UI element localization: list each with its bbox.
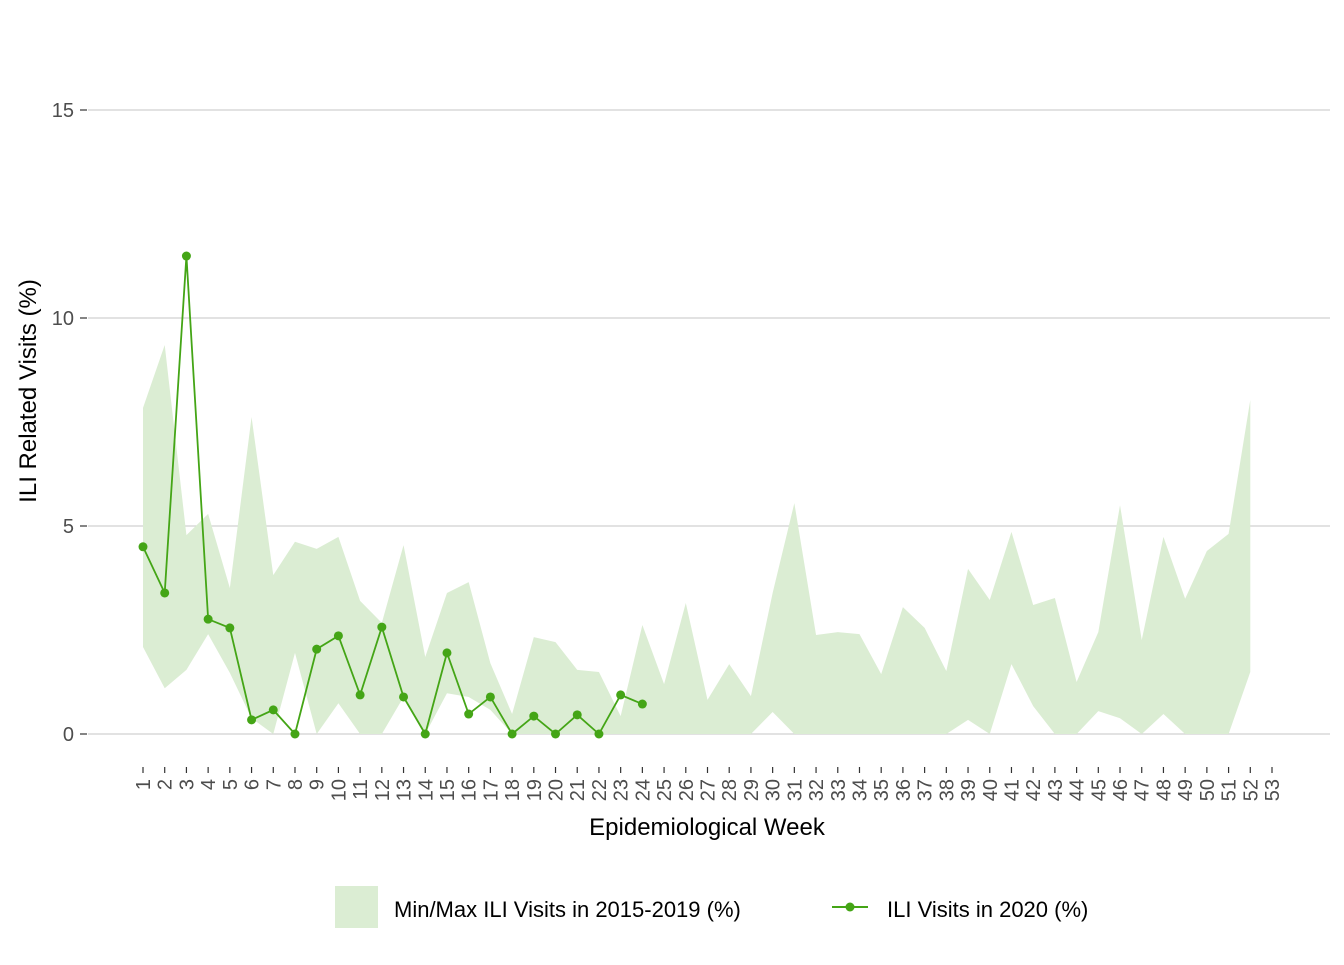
x-tick-label: 25 [654,779,676,801]
x-tick-label: 48 [1153,779,1175,801]
x-tick-label: 12 [372,779,394,801]
x-tick-label: 37 [915,779,937,801]
legend-line-point [845,902,855,912]
x-tick-label: 52 [1240,779,1262,801]
x-tick-label: 28 [719,779,741,801]
y-tick-label: 5 [63,516,74,538]
x-tick-label: 40 [980,779,1002,801]
data-point [637,699,647,709]
legend: Min/Max ILI Visits in 2015-2019 (%) ILI … [335,886,1088,928]
x-tick-label: 24 [632,779,654,801]
x-tick-label: 49 [1175,779,1197,801]
x-tick-label: 35 [871,779,893,801]
x-axis-label: Epidemiological Week [589,814,826,841]
x-tick-label: 2 [155,779,177,790]
x-tick-label: 32 [806,779,828,801]
y-tick-label: 0 [63,724,74,746]
x-tick-label: 11 [350,779,372,800]
x-tick-label: 41 [1001,779,1023,801]
x-tick-label: 18 [502,779,524,801]
x-tick-label: 31 [784,779,806,801]
data-point [507,729,517,739]
x-tick-label: 53 [1262,779,1284,801]
data-point [138,542,148,552]
y-tick-label: 10 [52,308,74,330]
data-point [529,711,539,721]
x-tick-label: 1 [133,779,155,790]
x-tick-label: 4 [198,779,220,790]
x-tick-label: 39 [958,779,980,801]
x-tick-label: 46 [1110,779,1132,801]
data-point [485,692,495,702]
x-tick-label: 43 [1045,779,1067,801]
x-tick-label: 9 [307,779,329,790]
x-tick-label: 30 [763,779,785,801]
x-tick-label: 7 [263,779,285,790]
x-tick-label: 10 [328,779,350,801]
x-tick-label: 16 [459,779,481,801]
x-tick-label: 5 [220,779,242,790]
data-point [333,631,343,641]
x-tick-label: 21 [567,779,589,801]
x-tick-label: 42 [1023,779,1045,801]
x-tick-label: 20 [546,779,568,801]
x-tick-label: 26 [676,779,698,801]
data-point [399,692,409,702]
x-tick-label: 14 [415,779,437,801]
x-tick-label: 3 [176,779,198,790]
data-point [594,729,604,739]
data-point [551,729,561,739]
x-tick-label: 47 [1132,779,1154,801]
x-tick-label: 50 [1197,779,1219,801]
data-point [442,648,452,658]
y-axis-label: ILI Related Visits (%) [15,279,42,503]
data-point [464,709,474,719]
data-point [377,622,387,632]
x-tick-label: 17 [480,779,502,801]
data-point [225,623,235,633]
x-tick-label: 51 [1219,779,1241,801]
x-tick-label: 45 [1088,779,1110,801]
x-tick-label: 27 [698,779,720,801]
x-tick-label: 23 [611,779,633,801]
x-tick-label: 34 [849,779,871,801]
legend-line-label: ILI Visits in 2020 (%) [887,897,1088,922]
x-tick-label: 15 [437,779,459,801]
data-point [181,251,191,261]
data-point [572,710,582,720]
data-point [160,588,170,598]
x-tick-label: 6 [242,779,264,790]
data-point [203,614,213,624]
x-tick-label: 33 [828,779,850,801]
legend-band-label: Min/Max ILI Visits in 2015-2019 (%) [394,897,741,922]
x-tick-label: 19 [524,779,546,801]
data-point [355,690,365,700]
data-point [247,715,257,725]
x-tick-label: 29 [741,779,763,801]
x-tick-label: 38 [936,779,958,801]
data-point [290,729,300,739]
x-tick-label: 13 [394,779,416,801]
data-point [616,690,626,700]
data-point [268,705,278,715]
x-tick-label: 36 [893,779,915,801]
x-tick-label: 8 [285,779,307,790]
data-point [420,729,430,739]
legend-band-swatch [335,886,378,928]
y-tick-label: 15 [52,100,74,122]
min-max-band [143,345,1251,734]
x-tick-label: 44 [1067,779,1089,801]
data-point [312,644,322,654]
x-tick-label: 22 [589,779,611,801]
